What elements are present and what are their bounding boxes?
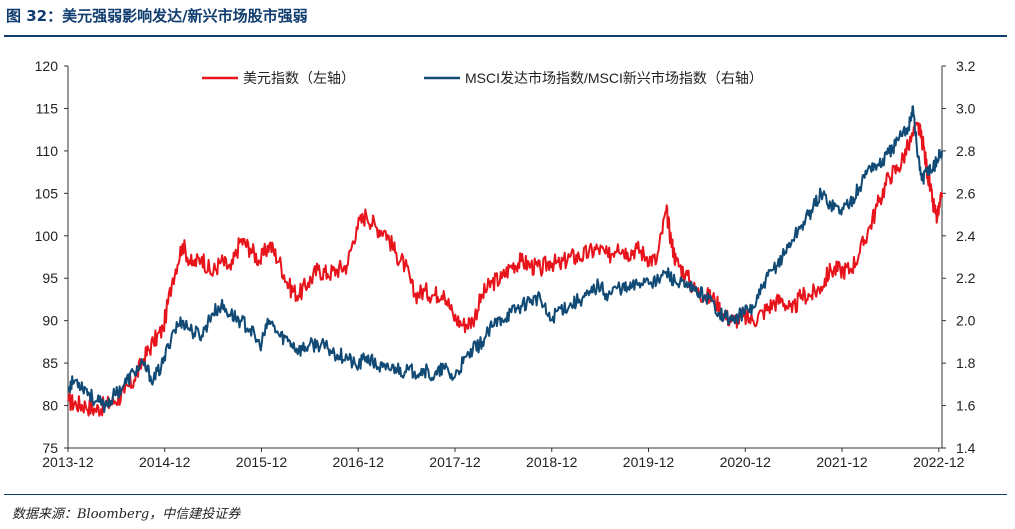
series-line-msci-ratio bbox=[67, 105, 943, 414]
right-axis-tick-label: 2.6 bbox=[956, 185, 976, 201]
right-axis-tick-label: 2.0 bbox=[956, 313, 976, 329]
series-lines bbox=[67, 105, 943, 417]
right-axis-tick-label: 1.6 bbox=[956, 398, 976, 414]
legend: 美元指数（左轴） MSCI发达市场指数/MSCI新兴市场指数（右轴） bbox=[202, 70, 763, 86]
x-axis-tick-label: 2017-12 bbox=[429, 454, 481, 470]
x-axis-tick-label: 2019-12 bbox=[623, 454, 675, 470]
figure-title: 图 32：美元强弱影响发达/新兴市场股市强弱 bbox=[6, 7, 308, 25]
legend-label-msci-ratio: MSCI发达市场指数/MSCI新兴市场指数（右轴） bbox=[465, 70, 763, 86]
x-axis-tick-label: 2021-12 bbox=[816, 454, 868, 470]
right-axis-tick-label: 3.0 bbox=[956, 100, 976, 116]
left-axis-tick-label: 95 bbox=[42, 270, 58, 286]
x-axis-tick-label: 2016-12 bbox=[333, 454, 385, 470]
left-axis-tick-label: 105 bbox=[35, 185, 59, 201]
left-axis-tick-label: 90 bbox=[42, 313, 58, 329]
legend-label-usd-index: 美元指数（左轴） bbox=[243, 70, 355, 86]
left-axis-tick-label: 120 bbox=[35, 58, 59, 74]
bottom-rule bbox=[4, 494, 1007, 495]
left-axis-tick-label: 100 bbox=[35, 228, 59, 244]
x-axis-tick-label: 2018-12 bbox=[526, 454, 578, 470]
right-axis-tick-label: 2.8 bbox=[956, 143, 976, 159]
x-axis-tick-label: 2014-12 bbox=[139, 454, 191, 470]
axes: 75 80 85 90 95 100 105 110 115 120 1.4 1.6 1.8 2.0 2.2… bbox=[35, 58, 976, 470]
x-axis-tick-label: 2020-12 bbox=[720, 454, 772, 470]
right-axis-tick-label: 1.8 bbox=[956, 355, 976, 371]
x-axis-tick-label: 2015-12 bbox=[236, 454, 288, 470]
x-axis-tick-label: 2022-12 bbox=[913, 454, 965, 470]
right-axis-tick-label: 1.4 bbox=[956, 440, 976, 456]
left-axis-tick-label: 75 bbox=[42, 440, 58, 456]
title-rule bbox=[4, 35, 1007, 37]
x-axis-tick-label: 2013-12 bbox=[42, 454, 94, 470]
right-axis-tick-label: 2.4 bbox=[956, 228, 976, 244]
left-axis-tick-label: 80 bbox=[42, 398, 58, 414]
right-axis-tick-label: 3.2 bbox=[956, 58, 976, 74]
left-axis-tick-label: 85 bbox=[42, 355, 58, 371]
right-axis-tick-label: 2.2 bbox=[956, 270, 976, 286]
series-line-usd-index bbox=[67, 121, 943, 417]
left-axis-tick-label: 110 bbox=[36, 143, 59, 159]
source-note: 数据来源：Bloomberg，中信建投证券 bbox=[12, 507, 241, 522]
left-axis-tick-label: 115 bbox=[36, 100, 59, 116]
